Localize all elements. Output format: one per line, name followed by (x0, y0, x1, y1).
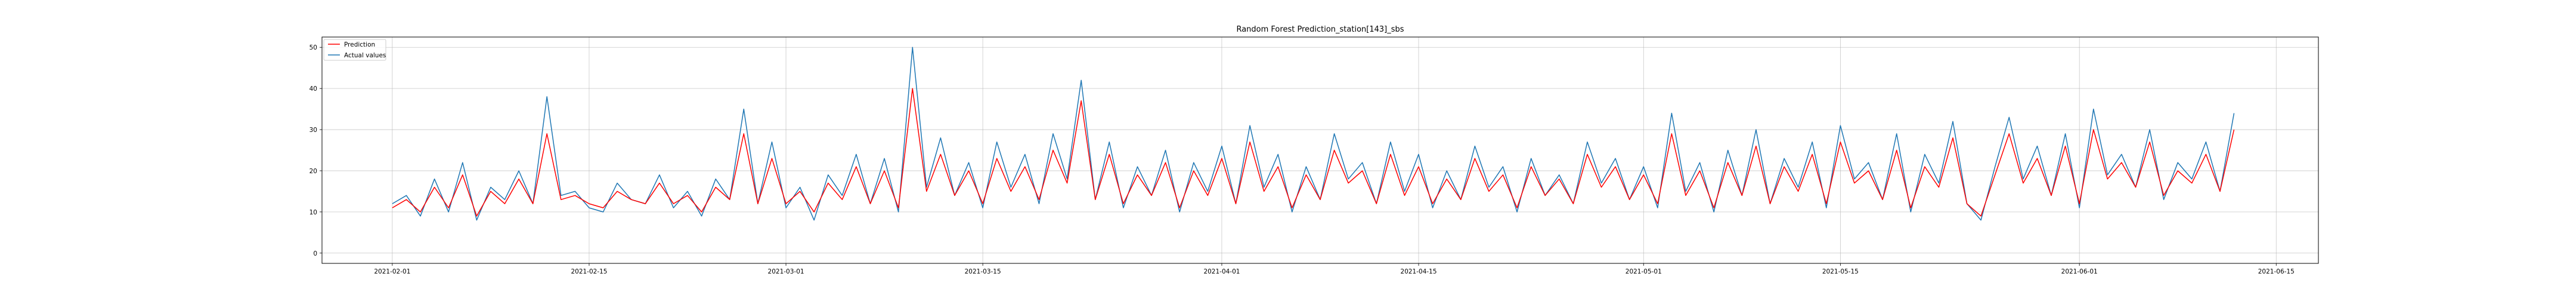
legend-label-actual: Actual values (344, 52, 386, 59)
series-line-prediction (392, 88, 2235, 217)
series-line-actual-values (392, 47, 2235, 221)
x-tick-label: 2021-06-15 (2258, 268, 2295, 275)
x-tick-label: 2021-04-01 (1203, 268, 1240, 275)
x-tick-label: 2021-03-15 (965, 268, 1001, 275)
y-tick-label: 30 (309, 127, 317, 134)
x-tick-label: 2021-05-15 (1822, 268, 1859, 275)
y-tick-label: 0 (313, 250, 317, 257)
legend: Prediction Actual values (323, 39, 386, 61)
y-tick-label: 10 (309, 209, 317, 216)
grid-layer (322, 37, 2318, 263)
y-tick-label: 50 (309, 44, 317, 51)
tick-layer: 2021-02-01 2021-02-15 2021-03-01 2021-03-15… (309, 44, 2295, 275)
y-tick-label: 20 (309, 168, 317, 175)
x-tick-label: 2021-05-01 (1626, 268, 1662, 275)
x-tick-label: 2021-04-15 (1401, 268, 1437, 275)
y-tick-label: 40 (309, 85, 317, 93)
series-layer (392, 47, 2235, 221)
x-tick-label: 2021-06-01 (2061, 268, 2098, 275)
chart-title: Random Forest Prediction_station[143]_sb… (1236, 25, 1404, 34)
plot-frame (321, 36, 2319, 264)
x-tick-label: 2021-02-01 (374, 268, 410, 275)
x-tick-label: 2021-03-01 (768, 268, 804, 275)
legend-label-prediction: Prediction (344, 41, 375, 48)
x-tick-label: 2021-02-15 (571, 268, 607, 275)
